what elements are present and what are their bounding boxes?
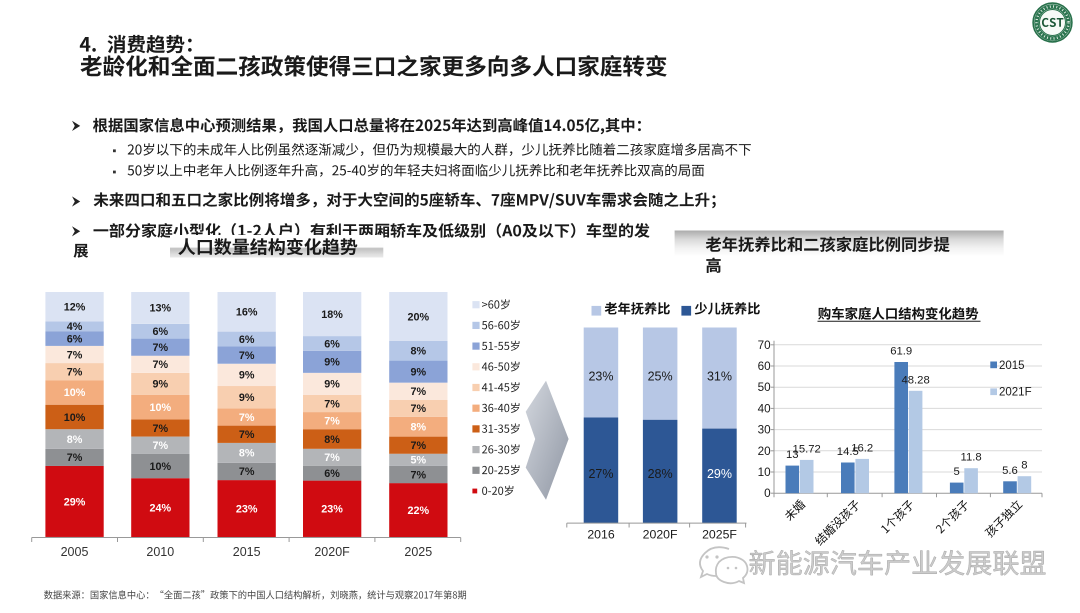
svg-text:7%: 7% xyxy=(324,398,340,410)
svg-text:7%: 7% xyxy=(152,423,168,435)
svg-text:2020F: 2020F xyxy=(314,545,350,559)
svg-text:7%: 7% xyxy=(152,342,168,354)
svg-text:9%: 9% xyxy=(239,392,255,404)
svg-text:70: 70 xyxy=(758,339,772,352)
svg-text:7%: 7% xyxy=(67,349,83,361)
svg-text:13%: 13% xyxy=(149,303,171,315)
svg-text:7%: 7% xyxy=(324,452,340,464)
svg-text:12%: 12% xyxy=(64,302,86,314)
svg-text:2005: 2005 xyxy=(61,545,89,559)
svg-text:14.5: 14.5 xyxy=(837,446,859,458)
svg-text:2016: 2016 xyxy=(587,528,615,542)
svg-text:7%: 7% xyxy=(67,366,83,378)
svg-text:7%: 7% xyxy=(239,412,255,424)
svg-text:10: 10 xyxy=(758,466,772,479)
svg-text:2020F: 2020F xyxy=(643,528,678,542)
svg-text:31%: 31% xyxy=(707,369,732,383)
svg-text:2015: 2015 xyxy=(233,545,261,559)
svg-text:48.28: 48.28 xyxy=(901,374,929,386)
svg-text:23%: 23% xyxy=(588,369,613,383)
svg-text:5: 5 xyxy=(954,466,960,478)
svg-text:0: 0 xyxy=(764,487,771,500)
svg-text:8%: 8% xyxy=(239,448,255,460)
svg-text:60: 60 xyxy=(758,360,772,373)
svg-text:30: 30 xyxy=(758,424,772,437)
svg-text:23%: 23% xyxy=(321,504,343,516)
svg-text:6%: 6% xyxy=(67,333,83,345)
svg-text:7%: 7% xyxy=(410,469,426,481)
svg-text:6%: 6% xyxy=(324,338,340,350)
svg-text:9%: 9% xyxy=(410,366,426,378)
svg-text:23%: 23% xyxy=(236,503,258,515)
svg-text:61.9: 61.9 xyxy=(890,346,912,358)
svg-text:7%: 7% xyxy=(239,429,255,441)
svg-text:28%: 28% xyxy=(648,467,673,481)
svg-text:7%: 7% xyxy=(324,415,340,427)
svg-text:8%: 8% xyxy=(410,422,426,434)
svg-text:25%: 25% xyxy=(648,369,673,383)
svg-text:6%: 6% xyxy=(239,334,255,346)
svg-text:7%: 7% xyxy=(410,440,426,452)
svg-text:2010: 2010 xyxy=(146,545,174,559)
svg-text:7%: 7% xyxy=(410,403,426,415)
svg-text:50: 50 xyxy=(758,381,772,394)
svg-text:8%: 8% xyxy=(67,434,83,446)
svg-text:18%: 18% xyxy=(321,309,343,321)
svg-text:8%: 8% xyxy=(410,346,426,358)
svg-text:20%: 20% xyxy=(407,311,429,323)
svg-text:5.6: 5.6 xyxy=(1002,465,1018,477)
svg-text:4%: 4% xyxy=(67,321,83,333)
svg-text:29%: 29% xyxy=(707,467,732,481)
svg-text:10%: 10% xyxy=(64,412,86,424)
svg-text:7%: 7% xyxy=(152,440,168,452)
svg-text:9%: 9% xyxy=(152,379,168,391)
svg-text:40: 40 xyxy=(758,402,772,415)
svg-text:6%: 6% xyxy=(152,326,168,338)
svg-text:16%: 16% xyxy=(236,307,258,319)
svg-text:10%: 10% xyxy=(64,387,86,399)
svg-text:7%: 7% xyxy=(239,466,255,478)
svg-text:8%: 8% xyxy=(324,434,340,446)
svg-text:29%: 29% xyxy=(64,496,86,508)
svg-text:9%: 9% xyxy=(324,357,340,369)
svg-text:10%: 10% xyxy=(149,402,171,414)
svg-text:16.2: 16.2 xyxy=(851,442,873,454)
svg-text:11.8: 11.8 xyxy=(961,452,982,464)
svg-text:7%: 7% xyxy=(67,452,83,464)
svg-text:7%: 7% xyxy=(410,386,426,398)
svg-text:10%: 10% xyxy=(149,461,171,473)
svg-text:2025: 2025 xyxy=(404,545,432,559)
svg-text:20: 20 xyxy=(758,445,772,458)
svg-text:22%: 22% xyxy=(407,505,429,517)
svg-text:15.72: 15.72 xyxy=(793,443,821,455)
svg-text:9%: 9% xyxy=(239,370,255,382)
svg-text:7%: 7% xyxy=(152,359,168,371)
svg-text:24%: 24% xyxy=(149,502,171,514)
svg-text:7%: 7% xyxy=(239,350,255,362)
svg-text:27%: 27% xyxy=(588,467,613,481)
svg-text:8: 8 xyxy=(1021,460,1027,472)
svg-text:2025F: 2025F xyxy=(702,528,737,542)
svg-text:2015: 2015 xyxy=(999,360,1025,372)
svg-text:6%: 6% xyxy=(324,468,340,480)
svg-text:13: 13 xyxy=(786,449,799,461)
svg-text:9%: 9% xyxy=(324,379,340,391)
svg-text:5%: 5% xyxy=(410,455,426,467)
svg-text:2021F: 2021F xyxy=(999,387,1032,399)
